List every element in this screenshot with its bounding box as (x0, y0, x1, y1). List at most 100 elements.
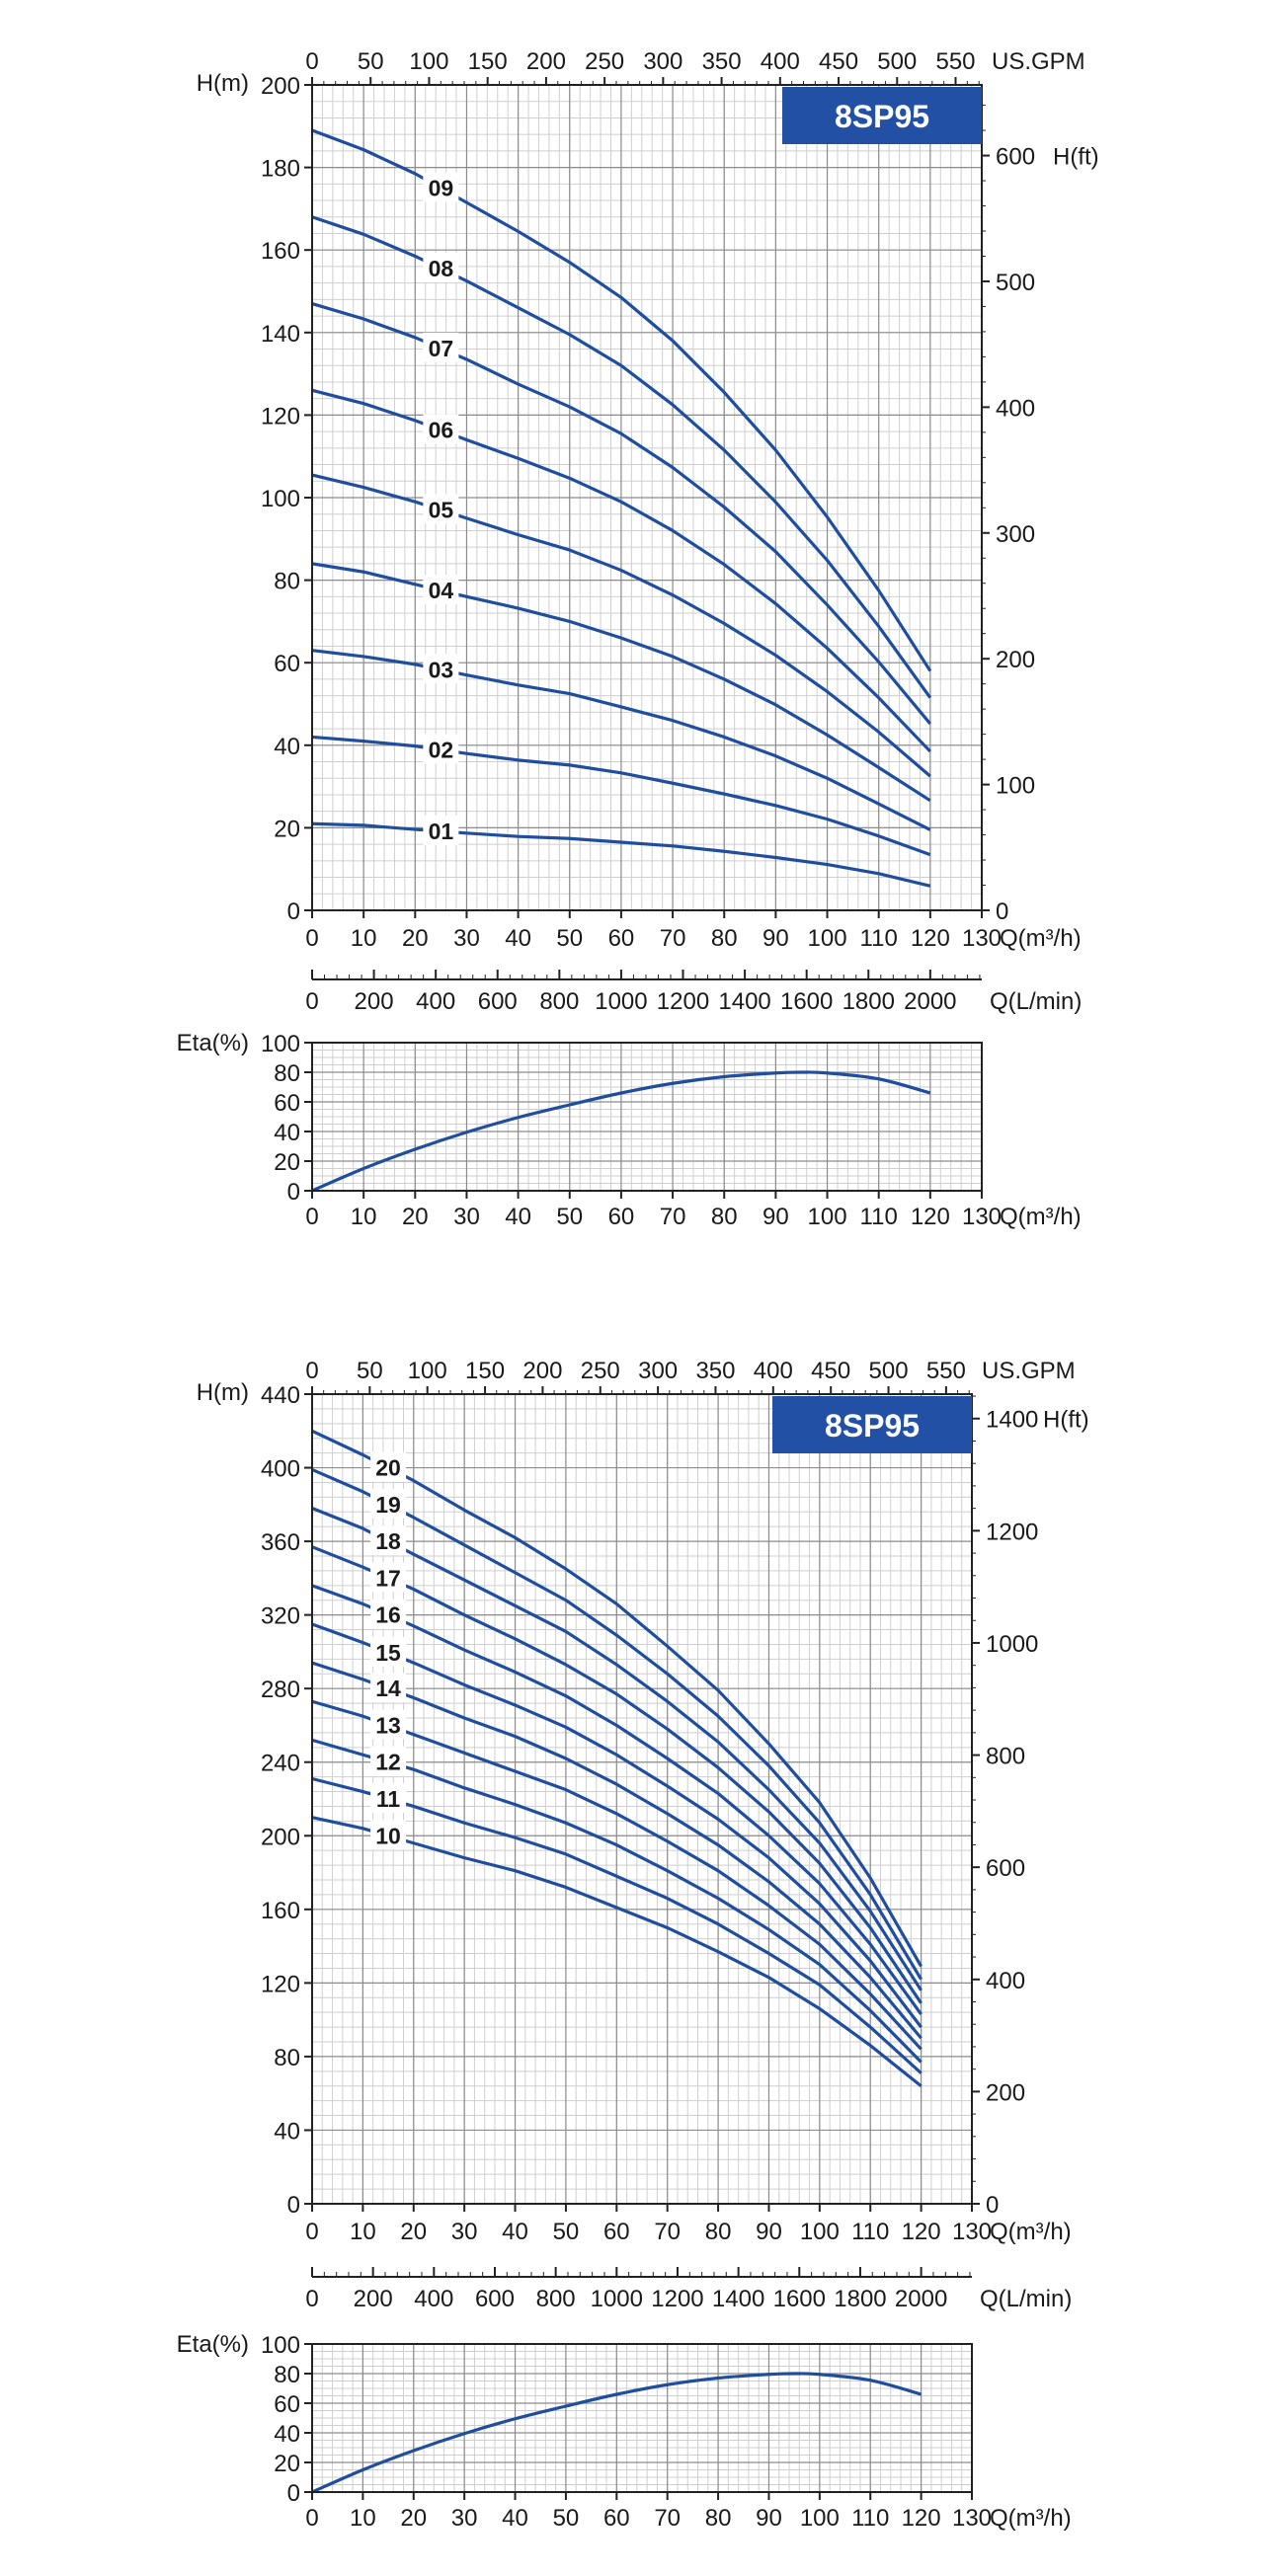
x-tick-label: 10 (350, 2219, 376, 2245)
top-tick-label: 250 (581, 1358, 620, 1384)
y-tick-label: 40 (274, 2118, 300, 2145)
y-tick-label: 80 (274, 2045, 300, 2071)
y-tick-label: 20 (274, 816, 300, 842)
top-axis-title: US.GPM (992, 48, 1085, 75)
curve-label-07: 07 (429, 336, 454, 361)
right-tick-label: 0 (996, 898, 1008, 925)
x-tick-label: 120 (911, 925, 950, 952)
right-tick-label: 1000 (986, 1631, 1038, 1658)
lmin-tick-label: 1400 (712, 2286, 764, 2312)
model-badge (772, 1396, 972, 1453)
lmin-tick-label: 1000 (595, 988, 647, 1015)
curve-label-02: 02 (429, 737, 454, 762)
right-tick-label: 100 (996, 773, 1035, 800)
right-tick-label: 200 (996, 647, 1035, 673)
top-tick-label: 350 (702, 48, 742, 75)
curve-label-19: 19 (375, 1492, 401, 1518)
eta-x-tick-label: 80 (705, 2505, 732, 2532)
axes-layer (304, 77, 990, 2500)
lmin-tick-label: 1800 (834, 2286, 886, 2312)
x-tick-label: 130 (952, 2219, 992, 2245)
eta-x-tick-label: 60 (603, 2505, 630, 2532)
curve-label-11: 11 (376, 1786, 401, 1812)
eta-x-tick-label: 40 (505, 1204, 531, 1230)
curve-label-08: 08 (429, 256, 454, 281)
y-tick-label: 200 (261, 1824, 300, 1850)
eta-y-tick-label: 20 (274, 1149, 300, 1176)
right-tick-label: 400 (986, 1968, 1025, 1994)
curve-label-bg (423, 494, 459, 524)
curve-13 (311, 1699, 923, 2051)
x-tick-label: 90 (756, 2219, 782, 2245)
lmin-axis-title: Q(L/min) (990, 988, 1082, 1015)
top-tick-label: 500 (877, 48, 917, 75)
lmin-tick-label: 800 (536, 2286, 576, 2312)
eta-y-axis-title: Eta(%) (177, 1030, 249, 1056)
curve-label-bg (370, 1820, 407, 1850)
curve-label-17: 17 (375, 1565, 401, 1591)
curve-07 (311, 302, 932, 726)
eta-curve (311, 2372, 923, 2494)
eta-x-tick-label: 50 (553, 2505, 580, 2532)
eta-x-tick-label: 110 (860, 1204, 898, 1230)
curve-label-bg (370, 1709, 407, 1740)
lmin-tick-label: 1000 (591, 2286, 643, 2312)
curve-label-bg (423, 253, 459, 283)
top-tick-label: 550 (926, 1358, 966, 1384)
x-tick-label: 80 (705, 2219, 732, 2245)
top-tick-label: 0 (305, 48, 318, 75)
curve-label-05: 05 (429, 498, 454, 523)
eta-x-tick-label: 70 (660, 1204, 686, 1230)
curve-label-bg (370, 1746, 407, 1776)
eta-y-tick-label: 80 (274, 2362, 300, 2388)
x-tick-label: 30 (453, 925, 480, 952)
right-tick-label: 400 (996, 395, 1035, 422)
eta-y-tick-label: 40 (274, 1120, 300, 1146)
x-tick-label: 0 (305, 2219, 318, 2245)
curve-05 (311, 473, 931, 778)
curve-label-20: 20 (375, 1455, 401, 1481)
curve-03 (311, 649, 931, 831)
y-axis-title: H(m) (197, 70, 249, 97)
y-tick-label: 200 (261, 73, 300, 100)
curve-08 (311, 215, 932, 699)
eta-x-tick-label: 10 (351, 1204, 377, 1230)
y-tick-label: 100 (261, 486, 300, 512)
eta-frame (311, 2343, 973, 2493)
top-tick-label: 150 (468, 48, 508, 75)
x-tick-label: 40 (502, 2219, 528, 2245)
curve-01 (311, 821, 931, 888)
lmin-tick-label: 1600 (773, 2286, 826, 2312)
x-tick-label: 100 (808, 925, 847, 952)
eta-x-tick-label: 0 (305, 2505, 318, 2532)
lmin-tick-label: 1800 (843, 988, 895, 1015)
eta-x-tick-label: 100 (800, 2505, 840, 2532)
y-tick-label: 440 (261, 1382, 300, 1409)
x-tick-label: 90 (762, 925, 789, 952)
eta-x-tick-label: 0 (305, 1204, 318, 1230)
curve-label-04: 04 (429, 578, 454, 603)
eta-y-tick-label: 80 (274, 1060, 300, 1087)
curve-10 (311, 1816, 923, 2087)
model-badge (782, 87, 982, 144)
grid-layer (311, 84, 983, 2493)
y-tick-label: 360 (261, 1529, 300, 1556)
lmin-tick-label: 600 (475, 2286, 515, 2312)
curve-06 (311, 388, 932, 753)
top-tick-label: 50 (357, 1358, 383, 1384)
eta-x-tick-label: 130 (962, 1204, 1002, 1230)
top-tick-label: 100 (409, 48, 448, 75)
top-tick-label: 500 (869, 1358, 909, 1384)
x-tick-label: 70 (660, 925, 686, 952)
x-tick-label: 130 (962, 925, 1002, 952)
curve-15 (311, 1622, 923, 2029)
x-tick-label: 50 (553, 2219, 580, 2245)
model-badge-label: 8SP95 (825, 1408, 920, 1444)
lmin-axis-title: Q(L/min) (980, 2286, 1072, 2312)
curve-label-bg (370, 1488, 407, 1519)
plot-frame (311, 1393, 973, 2205)
top-tick-label: 50 (358, 48, 384, 75)
eta-x-tick-label: 20 (402, 1204, 429, 1230)
y-tick-label: 80 (274, 569, 300, 595)
